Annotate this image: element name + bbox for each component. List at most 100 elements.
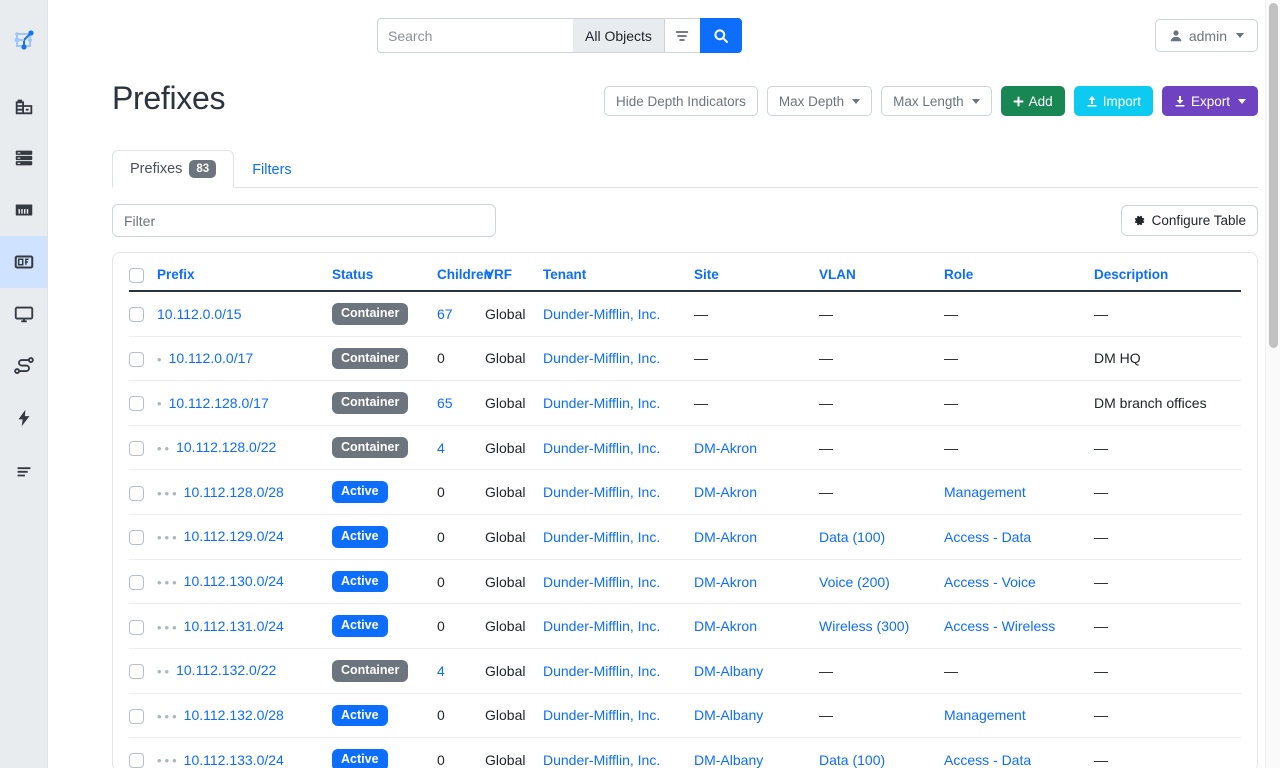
column-header-status[interactable]: Status [332, 253, 437, 292]
column-header-prefix[interactable]: Prefix [157, 253, 332, 292]
prefix-link[interactable]: 10.112.129.0/24 [183, 528, 284, 545]
table-filter-input[interactable] [112, 204, 496, 237]
column-header-children-link[interactable]: Children [437, 267, 492, 283]
prefix-link[interactable]: 10.112.132.0/22 [176, 662, 277, 679]
site-link[interactable]: DM-Akron [694, 618, 758, 635]
sidebar-item-devices[interactable] [0, 132, 47, 184]
column-header-description[interactable]: Description [1094, 253, 1241, 292]
search-submit-button[interactable] [699, 18, 742, 53]
max-length-dropdown[interactable]: Max Length [881, 86, 992, 116]
site-link[interactable]: DM-Akron [694, 439, 758, 456]
children-link[interactable]: 4 [437, 662, 445, 679]
search-filter-button[interactable] [663, 18, 700, 53]
hide-depth-indicators-button[interactable]: Hide Depth Indicators [604, 86, 758, 116]
tenant-link[interactable]: Dunder-Mifflin, Inc. [543, 618, 661, 635]
sidebar-item-ipam[interactable] [0, 236, 47, 288]
prefix-link[interactable]: 10.112.133.0/24 [183, 751, 284, 768]
user-menu-button[interactable]: admin [1154, 19, 1258, 52]
row-select-checkbox[interactable] [129, 485, 144, 501]
column-header-role-link[interactable]: Role [944, 267, 974, 283]
configure-table-button[interactable]: Configure Table [1120, 205, 1258, 236]
prefix-link[interactable]: 10.112.128.0/28 [183, 483, 284, 500]
sidebar-item-other[interactable] [0, 444, 47, 496]
column-header-description-link[interactable]: Description [1094, 267, 1169, 283]
role-link[interactable]: Access - Wireless [944, 618, 1056, 635]
column-header-vrf[interactable]: VRF [485, 253, 543, 292]
tenant-link[interactable]: Dunder-Mifflin, Inc. [543, 528, 661, 545]
export-button[interactable]: Export [1161, 86, 1258, 116]
import-button[interactable]: Import [1073, 86, 1153, 116]
column-header-site[interactable]: Site [694, 253, 819, 292]
row-select-checkbox[interactable] [129, 574, 144, 590]
site-link[interactable]: DM-Akron [694, 528, 758, 545]
vlan-link[interactable]: Data (100) [819, 752, 886, 768]
role-link[interactable]: Management [944, 484, 1026, 501]
prefix-link[interactable]: 10.112.0.0/15 [157, 305, 242, 322]
column-header-role[interactable]: Role [944, 253, 1094, 292]
object-scope-select[interactable]: All Objects [573, 18, 664, 53]
prefix-link[interactable]: 10.112.0.0/17 [168, 349, 254, 366]
row-select-checkbox[interactable] [129, 396, 144, 412]
max-depth-dropdown[interactable]: Max Depth [766, 86, 873, 116]
column-header-site-link[interactable]: Site [694, 267, 719, 283]
prefix-link[interactable]: 10.112.128.0/22 [176, 439, 277, 456]
sidebar-item-virtualization[interactable] [0, 288, 47, 340]
page-scrollbar[interactable] [1265, 0, 1280, 768]
row-select-checkbox[interactable] [129, 753, 144, 768]
tab-filters[interactable]: Filters [234, 152, 309, 188]
sidebar-item-power[interactable] [0, 392, 47, 444]
search-input[interactable] [377, 18, 573, 53]
children-link[interactable]: 4 [437, 439, 445, 456]
sidebar-item-circuits[interactable] [0, 340, 47, 392]
select-all-checkbox[interactable] [129, 267, 144, 283]
sidebar-item-organization[interactable] [0, 80, 47, 132]
prefix-link[interactable]: 10.112.130.0/24 [183, 573, 284, 590]
row-select-checkbox[interactable] [129, 530, 144, 546]
tenant-link[interactable]: Dunder-Mifflin, Inc. [543, 752, 661, 768]
column-header-vlan[interactable]: VLAN [819, 253, 944, 292]
page-scrollbar-thumb[interactable] [1269, 3, 1278, 348]
tenant-link[interactable]: Dunder-Mifflin, Inc. [543, 350, 661, 367]
site-link[interactable]: DM-Akron [694, 573, 758, 590]
children-link[interactable]: 65 [437, 395, 453, 411]
site-link[interactable]: DM-Akron [694, 484, 758, 501]
tenant-link[interactable]: Dunder-Mifflin, Inc. [543, 439, 661, 456]
column-header-vlan-link[interactable]: VLAN [819, 267, 856, 283]
column-header-vrf-link[interactable]: VRF [485, 267, 512, 283]
site-link[interactable]: DM-Albany [694, 752, 764, 768]
tenant-link[interactable]: Dunder-Mifflin, Inc. [543, 573, 661, 590]
column-header-status-link[interactable]: Status [332, 267, 374, 283]
column-header-children[interactable]: Children [437, 253, 492, 292]
tenant-link[interactable]: Dunder-Mifflin, Inc. [543, 662, 661, 679]
row-select-checkbox[interactable] [129, 351, 144, 367]
site-link[interactable]: DM-Albany [694, 662, 764, 679]
site-link[interactable]: DM-Albany [694, 707, 764, 724]
add-button[interactable]: Add [1000, 86, 1065, 116]
row-select-checkbox[interactable] [129, 441, 144, 457]
tenant-link[interactable]: Dunder-Mifflin, Inc. [543, 707, 661, 724]
role-link[interactable]: Management [944, 707, 1026, 724]
prefix-link[interactable]: 10.112.131.0/24 [183, 617, 284, 634]
role-link[interactable]: Access - Data [944, 752, 1032, 768]
prefix-link[interactable]: 10.112.128.0/17 [168, 394, 269, 411]
row-select-checkbox[interactable] [129, 619, 144, 635]
row-select-checkbox[interactable] [129, 708, 144, 724]
tenant-link[interactable]: Dunder-Mifflin, Inc. [543, 484, 661, 501]
tab-prefixes[interactable]: Prefixes 83 [112, 149, 235, 188]
row-select-checkbox[interactable] [129, 664, 144, 680]
role-link[interactable]: Access - Data [944, 528, 1032, 545]
sidebar-item-connections[interactable] [0, 184, 47, 236]
vlan-link[interactable]: Data (100) [819, 528, 886, 545]
tenant-link[interactable]: Dunder-Mifflin, Inc. [543, 395, 661, 411]
column-header-prefix-link[interactable]: Prefix [157, 267, 195, 283]
row-select-checkbox[interactable] [129, 307, 144, 323]
column-header-tenant[interactable]: Tenant [543, 253, 694, 292]
vlan-link[interactable]: Voice (200) [819, 573, 890, 590]
netbox-logo[interactable] [0, 0, 47, 80]
column-header-tenant-link[interactable]: Tenant [543, 267, 587, 283]
prefix-link[interactable]: 10.112.132.0/28 [183, 706, 284, 723]
tenant-link[interactable]: Dunder-Mifflin, Inc. [543, 305, 661, 322]
children-link[interactable]: 67 [437, 305, 453, 322]
role-link[interactable]: Access - Voice [944, 573, 1036, 590]
vlan-link[interactable]: Wireless (300) [819, 618, 910, 635]
